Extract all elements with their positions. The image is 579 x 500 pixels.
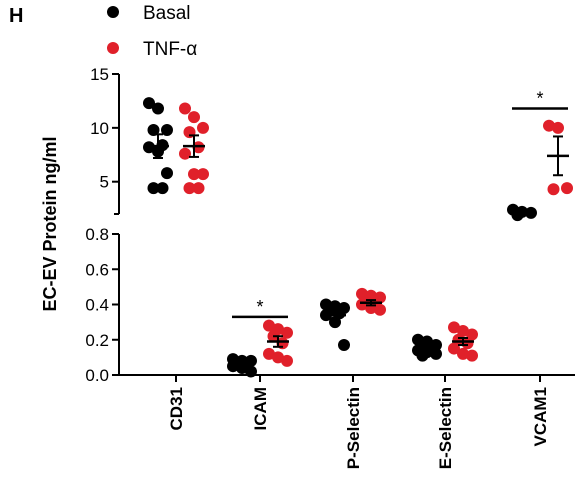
point-tnf-icam xyxy=(263,347,275,360)
legend-marker-tnf xyxy=(107,42,119,54)
legend-label-tnf: TNF-α xyxy=(143,39,197,60)
point-tnf-icam xyxy=(272,351,284,364)
y-tick-label: 0.0 xyxy=(85,366,109,385)
point-basal-icam xyxy=(245,365,257,378)
category-labels: CD31 ICAM P-Selectin E-Selectin VCAM1 xyxy=(167,387,550,469)
point-tnf-vcam1 xyxy=(543,119,555,132)
y-tick-label: 10 xyxy=(90,119,109,138)
tick-labels: 0.0 0.2 0.4 0.6 0.8 5 10 15 xyxy=(85,65,109,385)
mean-sem-bars xyxy=(147,133,569,368)
point-tnf-p-selectin xyxy=(374,303,386,316)
legend-marker-basal xyxy=(107,6,119,18)
point-tnf-icam xyxy=(263,319,275,332)
y-tick-label: 0.6 xyxy=(85,260,109,279)
point-tnf-e-selectin xyxy=(466,328,478,341)
point-basal-cd31 xyxy=(143,97,155,110)
point-tnf-icam xyxy=(281,354,293,367)
y-tick-label: 0.2 xyxy=(85,331,109,350)
legend: Basal TNF-α xyxy=(107,3,197,60)
point-basal-cd31 xyxy=(161,124,173,136)
x-category-label-cd31: CD31 xyxy=(167,387,186,430)
point-tnf-cd31 xyxy=(179,147,191,160)
point-basal-cd31 xyxy=(156,182,169,195)
point-tnf-cd31 xyxy=(188,111,200,124)
point-tnf-e-selectin xyxy=(448,342,460,355)
y-tick-label: 0.4 xyxy=(85,296,109,315)
x-category-label-p-selectin: P-Selectin xyxy=(344,387,363,469)
point-basal-cd31 xyxy=(147,124,160,136)
point-basal-cd31 xyxy=(147,182,160,195)
point-basal-cd31 xyxy=(152,102,164,115)
axes xyxy=(112,73,575,382)
y-tick-label: 15 xyxy=(90,65,109,84)
x-category-label-e-selectin: E-Selectin xyxy=(436,387,455,469)
panel-letter: H xyxy=(9,5,23,27)
point-tnf-e-selectin xyxy=(466,349,478,362)
point-tnf-cd31 xyxy=(197,168,209,181)
point-basal-e-selectin xyxy=(416,349,429,362)
point-tnf-cd31 xyxy=(188,168,200,181)
point-tnf-e-selectin xyxy=(457,324,469,337)
y-axis-title: EC-EV Protein ng/ml xyxy=(40,136,60,311)
x-category-label-icam: ICAM xyxy=(251,387,270,430)
x-category-label-vcam1: VCAM1 xyxy=(531,387,550,447)
significance-star-vcam1: * xyxy=(536,88,543,108)
point-tnf-icam xyxy=(281,326,293,339)
legend-label-basal: Basal xyxy=(143,3,191,24)
significance-star-icam: * xyxy=(256,297,263,317)
point-basal-p-selectin xyxy=(338,339,350,352)
point-basal-cd31 xyxy=(161,167,173,180)
point-tnf-e-selectin xyxy=(448,321,460,334)
point-tnf-cd31 xyxy=(179,102,191,115)
y-tick-label: 5 xyxy=(100,173,109,192)
point-tnf-vcam1 xyxy=(552,121,564,134)
point-tnf-cd31 xyxy=(192,182,205,195)
point-tnf-cd31 xyxy=(197,121,209,134)
significance-marks: ** xyxy=(232,88,568,319)
point-tnf-vcam1 xyxy=(547,183,560,196)
point-tnf-e-selectin xyxy=(457,347,469,360)
point-tnf-vcam1 xyxy=(561,182,573,195)
point-tnf-cd31 xyxy=(183,182,196,195)
point-basal-e-selectin xyxy=(430,347,442,360)
data-marks xyxy=(143,97,573,378)
y-tick-label: 0.8 xyxy=(85,225,109,244)
